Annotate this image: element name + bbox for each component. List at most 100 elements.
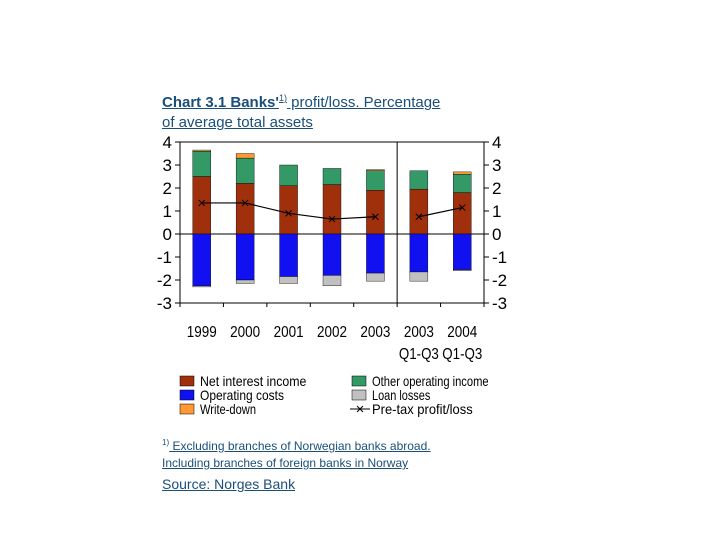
bar-net-interest (409, 188, 429, 235)
legend-label: Net interest income (200, 373, 307, 389)
x-tick-label: 1999 (187, 324, 217, 341)
chart-ticks-layer: 4 4 3 3 2 2 1 1 0 0 -1 -1 -2 -2 -3 -3 1999 2000 2001 2002 20… (157, 133, 507, 363)
x-tick-label: 2002 (317, 324, 347, 341)
y-tick-label-left: 2 (163, 179, 172, 198)
bar-other-income (235, 157, 255, 184)
bar-operating-costs (366, 233, 385, 274)
bar-operating-costs (322, 233, 342, 276)
bar-loan-losses (279, 276, 298, 284)
y-tick-label-right: -2 (492, 271, 507, 290)
legend-swatch (351, 389, 367, 401)
pretax-point (285, 209, 292, 217)
y-tick-label-left: -3 (157, 294, 172, 313)
pretax-marker-stroke (415, 213, 423, 221)
pretax-point (198, 199, 206, 207)
title-line2: of average total assets (162, 114, 313, 131)
bar-loan-losses (453, 269, 472, 271)
legend-label: Write-down (200, 401, 256, 417)
pretax-marker-stroke (458, 204, 466, 211)
x-tick-label: 2003 (360, 324, 390, 341)
plot-frame (179, 141, 485, 304)
y-tick-label-right: 1 (492, 202, 501, 221)
chart-title: Chart 3.1 Banks'1) profit/loss. Percenta… (162, 88, 522, 133)
bar-net-interest (453, 192, 472, 235)
bar-other-income (192, 150, 211, 177)
bar-net-interest (366, 190, 385, 235)
bar-other-income (322, 168, 342, 185)
pretax-marker-stroke (241, 199, 249, 207)
x-tick-label: 2003 (404, 324, 434, 341)
y-tick-label-left: 4 (163, 133, 172, 152)
bar-other-income (409, 170, 429, 190)
bar-other-income (279, 164, 298, 186)
pretax-point (241, 199, 249, 207)
legend-label: Other operating income (372, 373, 489, 389)
title-prefix: Chart 3.1 Banks' (162, 94, 279, 111)
bar-loan-losses (235, 279, 255, 284)
bar-operating-costs (409, 233, 429, 273)
y-tick-label-left: -2 (157, 271, 172, 290)
bar-net-interest (235, 183, 255, 235)
legend-label: Loan losses (372, 387, 430, 403)
y-tick-label-left: 3 (163, 156, 172, 175)
legend-swatch (179, 389, 195, 401)
x-tick-label: Q1-Q3 (399, 346, 439, 363)
legend-swatch (179, 375, 195, 387)
bar-loan-losses (366, 272, 385, 282)
x-tick-label: 2004 (447, 324, 477, 341)
legend-label: Operating costs (200, 387, 284, 403)
y-tick-label-right: 2 (492, 179, 501, 198)
bar-other-income (366, 170, 385, 191)
bar-operating-costs (279, 233, 298, 277)
bar-operating-costs (192, 233, 211, 286)
footnote-line2: Including branches of foreign banks in N… (162, 456, 409, 470)
x-tick-label: 2000 (230, 324, 260, 341)
footnote-line1: Excluding branches of Norwegian banks ab… (169, 439, 431, 453)
legend-line-marker (356, 405, 364, 413)
x-tick-label: Q1-Q3 (442, 346, 482, 363)
bar-net-interest (279, 185, 298, 235)
legend-swatch (351, 375, 367, 387)
pretax-marker-stroke (198, 199, 206, 207)
bar-other-income (453, 173, 472, 193)
bar-operating-costs (235, 233, 255, 281)
bar-loan-losses (322, 275, 342, 286)
pretax-line (418, 206, 463, 218)
bar-net-interest (192, 176, 211, 235)
y-tick-label-right: -1 (492, 248, 507, 267)
y-tick-label-left: 1 (163, 202, 172, 221)
footnote: 1) Excluding branches of Norwegian banks… (162, 434, 431, 472)
bar-operating-costs (453, 233, 472, 270)
pretax-marker-stroke (328, 215, 336, 223)
y-tick-label-left: 0 (163, 225, 172, 244)
y-tick-label-right: 0 (492, 225, 501, 244)
chart-bars-layer (192, 149, 472, 288)
y-tick-label-right: -3 (492, 294, 507, 313)
pretax-point (372, 213, 379, 221)
x-tick-label: 2001 (274, 324, 304, 341)
chart-line-layer (198, 199, 466, 223)
pretax-marker-stroke (285, 209, 292, 217)
legend-label: Pre-tax profit/loss (372, 401, 473, 417)
bar-loan-losses (409, 271, 429, 282)
y-tick-label-right: 4 (492, 133, 501, 152)
title-superscript: 1) (278, 93, 287, 103)
y-tick-label-right: 3 (492, 156, 501, 175)
bar-loan-losses (192, 285, 211, 288)
y-tick-label-left: -1 (157, 248, 172, 267)
title-line1-rest: profit/loss. Percentage (286, 94, 441, 111)
pretax-point (458, 204, 466, 211)
bar-write-down (453, 171, 472, 175)
bar-write-down (235, 153, 255, 159)
bar-write-down (192, 149, 211, 152)
chart-legend-layer: Net interest income Other operating incom… (179, 373, 489, 417)
pretax-point (415, 213, 423, 221)
legend-swatch (179, 403, 195, 415)
bar-net-interest (322, 184, 342, 235)
footnote-marker: 1) (162, 438, 170, 447)
pretax-point (328, 215, 336, 223)
bar-write-down (366, 169, 385, 171)
source-note: Source: Norges Bank (162, 476, 296, 492)
pretax-marker-stroke (372, 213, 379, 221)
